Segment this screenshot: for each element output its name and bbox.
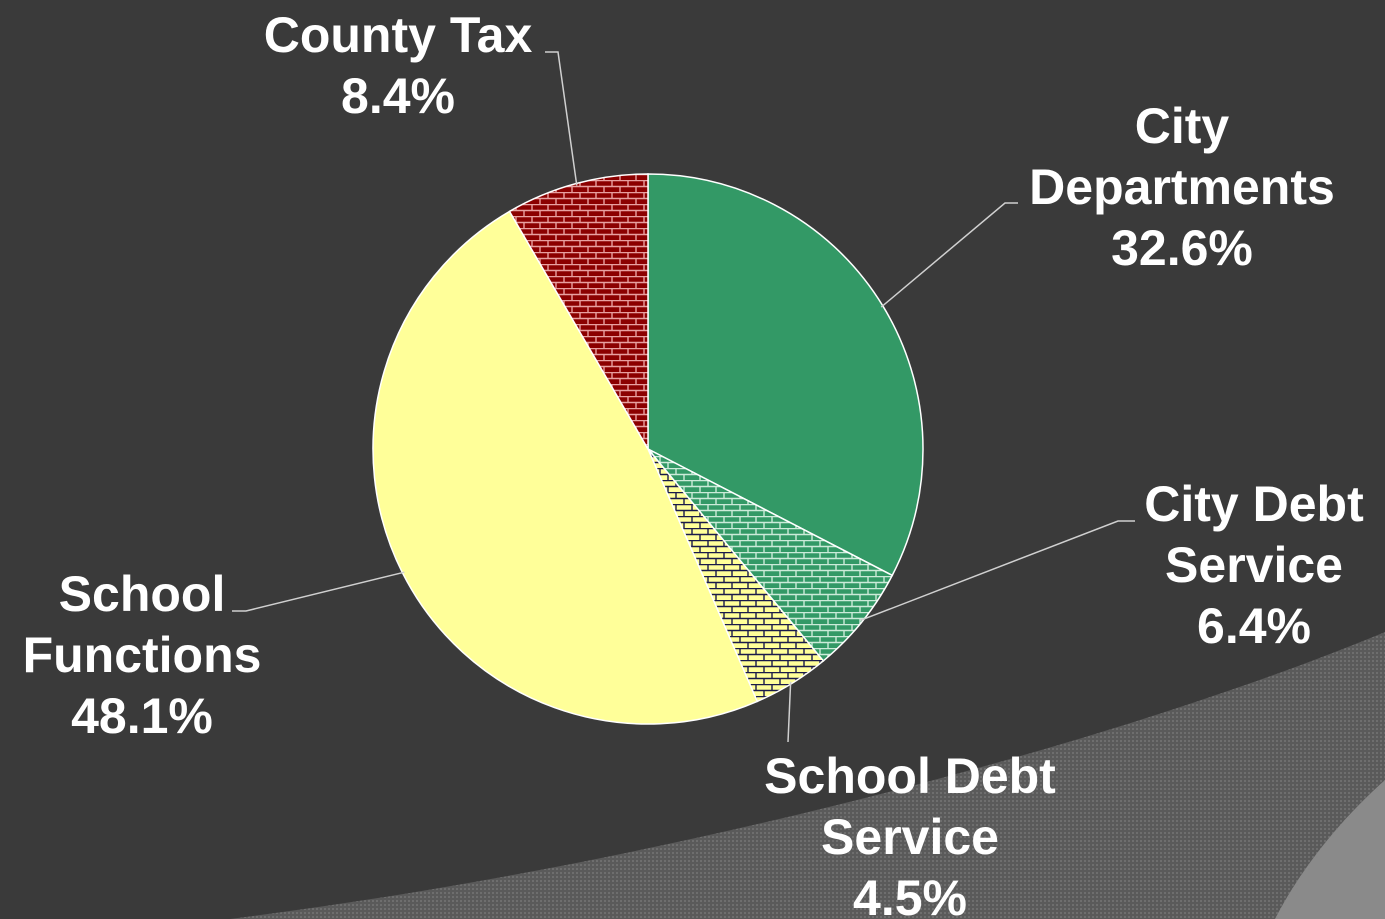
pie-slices (373, 174, 923, 724)
slice-label-1: City Debt Service 6.4% (1144, 476, 1364, 654)
slice-label-4: County Tax 8.4% (264, 7, 533, 124)
slice-label-3: School Functions 48.1% (23, 566, 262, 744)
slice-label-0: City Departments 32.6% (1029, 98, 1335, 276)
slice-name-0-line-0: City (1135, 98, 1230, 154)
slice-name-2-line-1: Service (821, 809, 999, 865)
slice-value-0: 32.6% (1111, 220, 1253, 276)
slice-name-4-line-0: County Tax (264, 7, 533, 63)
slice-label-2: School Debt Service 4.5% (764, 748, 1056, 919)
leader-line-4 (545, 52, 577, 185)
slice-value-4: 8.4% (341, 68, 455, 124)
slice-value-2: 4.5% (853, 870, 967, 919)
slice-name-3-line-0: School (59, 566, 226, 622)
slice-name-1-line-1: Service (1165, 537, 1343, 593)
leader-line-3 (232, 572, 404, 611)
slice-name-0-line-1: Departments (1029, 159, 1335, 215)
slice-name-2-line-0: School Debt (764, 748, 1056, 804)
slice-value-3: 48.1% (71, 688, 213, 744)
slice-name-1-line-0: City Debt (1144, 476, 1364, 532)
slice-name-3-line-1: Functions (23, 627, 262, 683)
leader-line-2 (788, 682, 791, 742)
leader-line-0 (881, 203, 1018, 307)
slice-value-1: 6.4% (1197, 598, 1311, 654)
